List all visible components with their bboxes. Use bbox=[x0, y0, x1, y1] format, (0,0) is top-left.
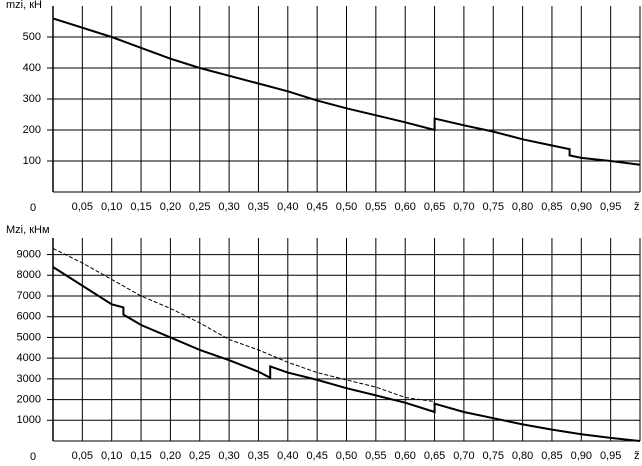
x-tick-label: 0,70 bbox=[453, 450, 474, 462]
x-tick-label: 0,30 bbox=[218, 201, 239, 213]
x-tick-label: 0,20 bbox=[160, 201, 181, 213]
x-tick-label: 0,60 bbox=[394, 450, 415, 462]
x-tick-label: 0,10 bbox=[101, 450, 122, 462]
x-tick-label: 0,40 bbox=[277, 201, 298, 213]
x-tick-label: 0,85 bbox=[541, 201, 562, 213]
y-axis-label: mzi, кН bbox=[6, 0, 42, 11]
y-tick-label: 9000 bbox=[17, 248, 41, 260]
x-tick-label: 0,35 bbox=[248, 201, 269, 213]
x-tick-label: 0,75 bbox=[483, 450, 504, 462]
x-tick-label: 0,60 bbox=[394, 201, 415, 213]
x-tick-label: 0,50 bbox=[336, 450, 357, 462]
y-tick-label: 300 bbox=[23, 93, 41, 105]
y-tick-label: 200 bbox=[23, 124, 41, 136]
x-tick-label: 0,45 bbox=[306, 201, 327, 213]
x-tick-label: 0,80 bbox=[512, 201, 533, 213]
y-axis-label: Mzi, кНм bbox=[6, 224, 50, 236]
x-tick-label: 0,55 bbox=[365, 201, 386, 213]
x-tick-label: 0,20 bbox=[160, 450, 181, 462]
x-tick-label: 0,55 bbox=[365, 450, 386, 462]
x-tick-label: 0,85 bbox=[541, 450, 562, 462]
x-tick-label: 0,45 bbox=[306, 450, 327, 462]
x-tick-label: 0,15 bbox=[130, 201, 151, 213]
x-tick-label: 0,05 bbox=[72, 201, 93, 213]
x-tick-label: 0,65 bbox=[424, 450, 445, 462]
x-tick-label: 0,15 bbox=[130, 450, 151, 462]
x-tick-label: 0,30 bbox=[218, 450, 239, 462]
data-line bbox=[52, 17, 641, 166]
data-line bbox=[52, 266, 641, 442]
x-tick-label: 0,75 bbox=[483, 201, 504, 213]
x-tick-label: 0,70 bbox=[453, 201, 474, 213]
y-tick-label: 0 bbox=[30, 202, 36, 214]
x-tick-label: 0,40 bbox=[277, 450, 298, 462]
x-tick-label: 0,95 bbox=[600, 201, 621, 213]
y-tick-label: 0 bbox=[30, 451, 36, 463]
y-tick-label: 400 bbox=[23, 62, 41, 74]
y-tick-label: 7000 bbox=[17, 290, 41, 302]
x-tick-label: 0,25 bbox=[189, 201, 210, 213]
y-tick-label: 5000 bbox=[17, 331, 41, 343]
x-tick-label: 0,25 bbox=[189, 450, 210, 462]
x-axis-label: z̃ bbox=[634, 201, 640, 213]
x-tick-label: 0,65 bbox=[424, 201, 445, 213]
x-tick-label: 0,90 bbox=[571, 201, 592, 213]
y-tick-label: 100 bbox=[23, 155, 41, 167]
data-line bbox=[52, 247, 435, 403]
y-tick-label: 2000 bbox=[17, 393, 41, 405]
x-tick-label: 0,90 bbox=[571, 450, 592, 462]
x-tick-label: 0,05 bbox=[72, 450, 93, 462]
y-tick-label: 6000 bbox=[17, 311, 41, 323]
x-tick-label: 0,10 bbox=[101, 201, 122, 213]
y-tick-label: 4000 bbox=[17, 352, 41, 364]
x-axis-label: z̃ bbox=[634, 450, 640, 462]
y-tick-label: 8000 bbox=[17, 269, 41, 281]
y-tick-label: 3000 bbox=[17, 373, 41, 385]
x-tick-label: 0,50 bbox=[336, 201, 357, 213]
x-tick-label: 0,80 bbox=[512, 450, 533, 462]
x-tick-label: 0,95 bbox=[600, 450, 621, 462]
x-tick-label: 0,35 bbox=[248, 450, 269, 462]
y-tick-label: 500 bbox=[23, 31, 41, 43]
y-tick-label: 1000 bbox=[17, 414, 41, 426]
